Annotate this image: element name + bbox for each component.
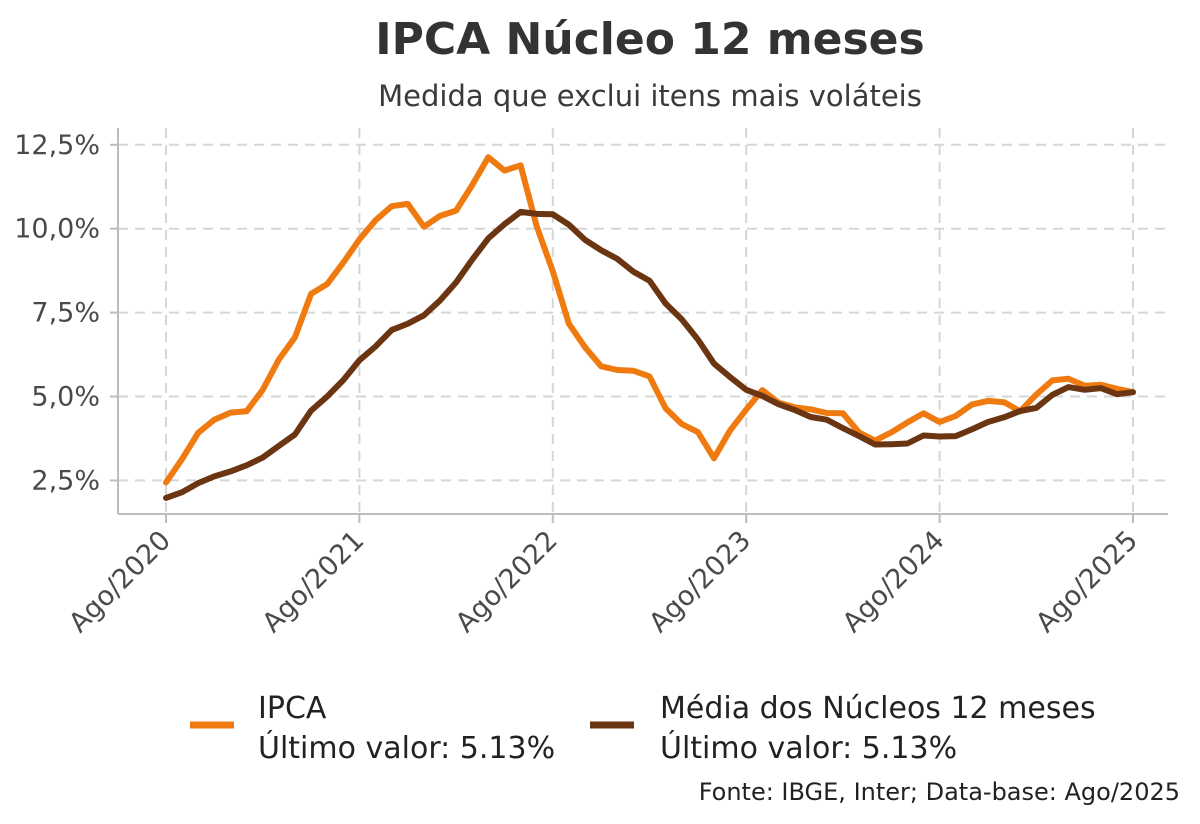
series-line-media-nucleos [163, 208, 1136, 501]
legend-last-value-ipca: Último valor: 5.13% [258, 729, 555, 766]
x-tick-label: Ago/2021 [257, 525, 371, 639]
y-tick-label: 7,5% [31, 298, 100, 329]
axes: 2,5% 5,0% 7,5% 10,0% 12,5% Ago/2020 Ago/2021 Ag… [14, 128, 1168, 639]
source-note: Fonte: IBGE, Inter; Data-base: Ago/2025 [699, 778, 1180, 806]
x-tick-label: Ago/2025 [1030, 525, 1144, 639]
legend-last-value-media-nucleos: Último valor: 5.13% [660, 729, 957, 766]
chart-title: IPCA Núcleo 12 meses [375, 14, 924, 65]
y-tick-label: 2,5% [31, 465, 100, 496]
legend: IPCA Último valor: 5.13% Média dos Núcle… [190, 691, 1096, 766]
y-tick-label: 10,0% [14, 214, 100, 245]
x-tick-label: Ago/2020 [63, 525, 177, 639]
x-tick-label: Ago/2023 [643, 525, 757, 639]
chart-subtitle: Medida que exclui itens mais voláteis [378, 79, 922, 113]
series-line-ipca [163, 154, 1136, 486]
legend-label-media-nucleos: Média dos Núcleos 12 meses [660, 691, 1096, 726]
series-lines [163, 154, 1136, 501]
y-tick-label: 5,0% [31, 382, 100, 413]
x-tick-label: Ago/2024 [837, 525, 951, 639]
y-tick-label: 12,5% [14, 130, 100, 161]
legend-label-ipca: IPCA [258, 691, 327, 726]
x-tick-label: Ago/2022 [450, 525, 564, 639]
gridlines [118, 128, 1168, 514]
